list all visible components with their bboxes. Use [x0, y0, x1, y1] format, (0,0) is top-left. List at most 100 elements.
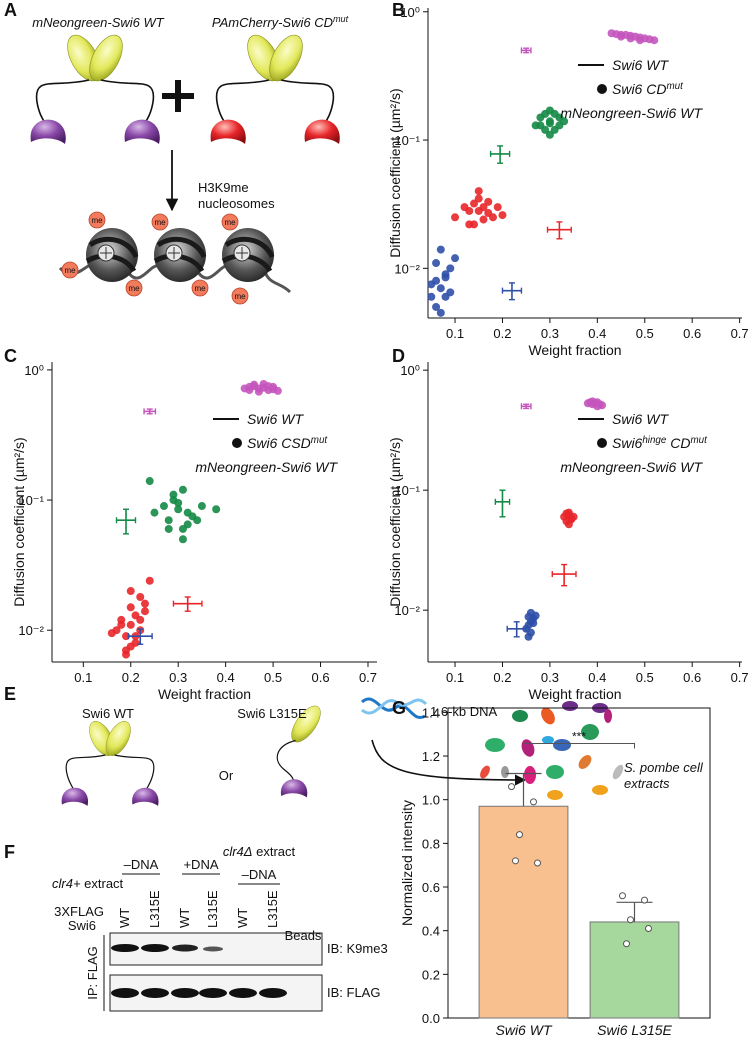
x-tick-label: Swi6 L315E — [597, 1022, 672, 1038]
blot-label: IB: FLAG — [327, 985, 380, 1000]
y-axis-title: Diffusion coefficient (µm²/s) — [387, 88, 403, 257]
data-point — [627, 916, 634, 924]
point — [254, 384, 263, 393]
x-tick-label: 0.2 — [493, 670, 511, 685]
x-tick-label: 0.7 — [731, 670, 749, 685]
point — [465, 206, 474, 215]
extract-label: clr4+ extract — [52, 876, 124, 891]
point — [474, 194, 483, 203]
point — [524, 632, 533, 641]
x-tick-label: 0.4 — [588, 670, 606, 685]
point — [427, 292, 436, 301]
lane-label: L315E — [147, 890, 162, 928]
condition-label: –DNA — [124, 857, 159, 872]
point — [174, 498, 183, 507]
point — [436, 308, 445, 317]
point — [488, 213, 497, 222]
text-part: mut — [333, 14, 349, 24]
point — [197, 502, 206, 511]
x-tick-label: 0.5 — [636, 670, 654, 685]
point — [545, 119, 554, 128]
point — [145, 477, 154, 486]
data-point — [534, 859, 541, 867]
methyl-mark — [191, 279, 209, 297]
point — [470, 199, 479, 208]
panel-a-art — [30, 29, 340, 294]
point — [178, 485, 187, 494]
text-part: mut — [690, 435, 708, 446]
x-axis-title: Weight fraction — [158, 686, 251, 702]
point — [650, 36, 659, 45]
point — [550, 125, 559, 134]
point — [564, 511, 573, 520]
methyl-label: me — [64, 266, 76, 275]
methyl-mark — [151, 213, 169, 231]
methyl-label: me — [128, 284, 140, 293]
y-tick-label: 0.2 — [422, 967, 440, 982]
legend-label: Swi6 CDmut — [612, 81, 684, 98]
legend-label: mNeongreen-Swi6 WT — [560, 459, 703, 475]
text-part: mNeongreen-Swi6 WT — [195, 459, 338, 475]
point — [446, 288, 455, 297]
legend-symbol — [597, 84, 607, 94]
x-tick-label: 0.6 — [683, 326, 701, 341]
panel-label: A — [4, 0, 17, 20]
point — [212, 505, 221, 514]
methyl-label: me — [234, 292, 246, 301]
y-tick-label: 0.8 — [422, 836, 440, 851]
legend-symbol — [232, 438, 242, 448]
significance-label: *** — [572, 729, 586, 743]
methyl-mark — [88, 211, 106, 229]
panel-label: C — [4, 346, 17, 366]
point — [145, 576, 154, 585]
point — [432, 259, 441, 268]
point — [441, 273, 450, 282]
point — [474, 187, 483, 196]
point — [524, 612, 533, 621]
point — [451, 213, 460, 222]
construct-label: Swi6 — [68, 918, 96, 933]
x-tick-label: 0.3 — [541, 670, 559, 685]
point — [183, 520, 192, 529]
point — [436, 284, 445, 293]
text-part: Swi6 WT — [247, 411, 304, 427]
point — [536, 121, 545, 130]
point — [126, 642, 135, 651]
y-tick-label: 0.4 — [422, 924, 440, 939]
point — [446, 264, 455, 273]
methyl-mark — [221, 213, 239, 231]
x-tick-label: 0.4 — [217, 670, 235, 685]
point — [484, 197, 493, 206]
bar — [478, 805, 569, 1019]
text-part: Swi6 — [612, 435, 643, 451]
panel-label: F — [4, 842, 15, 862]
point — [159, 502, 168, 511]
text-part: clr4Δ — [223, 844, 253, 859]
text-part: mut — [666, 81, 684, 92]
x-tick-label: 0.1 — [446, 670, 464, 685]
x-tick-label: 0.3 — [169, 670, 187, 685]
legend-label: Swi6 WT — [612, 411, 669, 427]
lane-label: WT — [117, 908, 132, 928]
methyl-label: me — [154, 218, 166, 227]
methyl-mark — [61, 261, 79, 279]
y-tick-label: 1.0 — [422, 793, 440, 808]
point — [474, 206, 483, 215]
or-label: Or — [219, 768, 234, 783]
point — [555, 113, 564, 122]
point — [529, 619, 538, 628]
text-part: CD — [666, 435, 690, 451]
point — [593, 402, 602, 411]
x-tick-label: 0.2 — [493, 326, 511, 341]
plot-frame — [447, 707, 711, 1019]
methyl-mark — [231, 287, 249, 305]
y-tick-label: 10⁰ — [400, 363, 420, 378]
legend-label: Swi6 CSDmut — [247, 435, 328, 452]
text-part: Swi6 CD — [612, 81, 666, 97]
extract-label: extracts — [624, 776, 670, 791]
text-part: clr4+ — [52, 876, 81, 891]
x-tick-label: 0.2 — [122, 670, 140, 685]
lane-label: L315E — [265, 890, 280, 928]
